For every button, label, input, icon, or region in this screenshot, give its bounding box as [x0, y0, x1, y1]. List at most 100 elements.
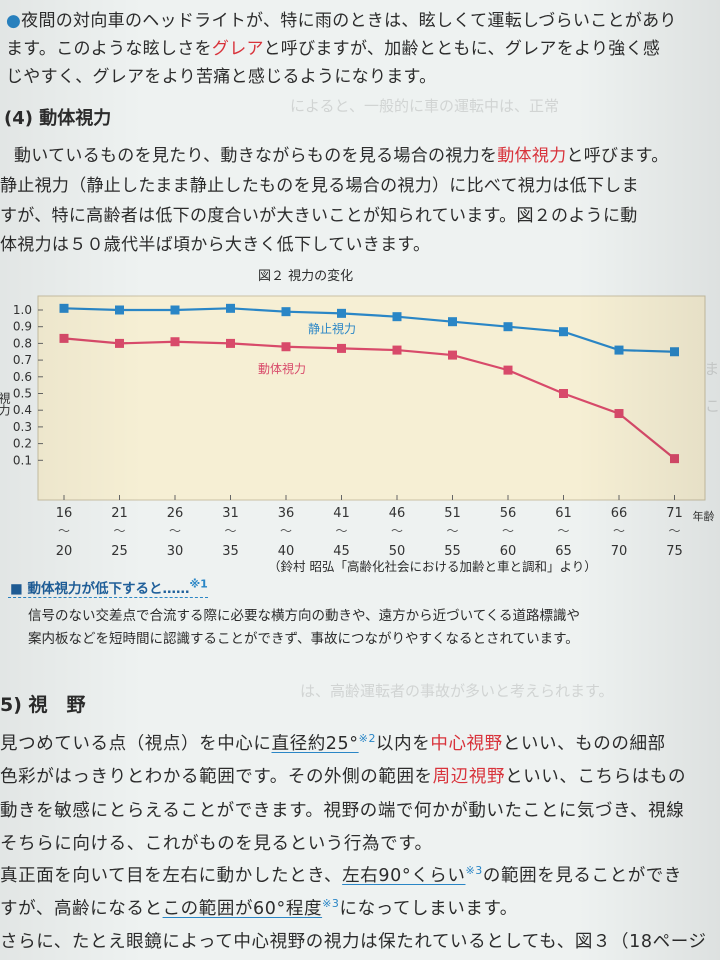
intro-line-1: ●夜間の対向車のヘッドライトが、特に雨のときは、眩しくて運転しづらいことがあり — [6, 6, 677, 31]
x-tick-label-end: 65 — [555, 544, 572, 559]
intro-line-3: じやすく、グレアをより苦痛と感じるようになります。 — [6, 62, 436, 87]
x-tick-label-start: 56 — [500, 506, 517, 521]
x-tick-range-mark: ～ — [169, 524, 181, 538]
section-5-line-2: 色彩がはっきりとわかる範囲です。その外側の範囲を周辺視野といい、こちらはもの — [0, 763, 686, 788]
section-4-line-1: 動いているものを見たり、動きながらものを見る場合の視力を動体視力と呼びます。 — [14, 141, 669, 166]
term-central-vision: 中心視野 — [430, 734, 503, 754]
x-tick-label-start: 16 — [56, 506, 73, 521]
series-line — [63, 337, 676, 460]
text: と呼びます。 — [566, 146, 669, 166]
data-point — [170, 305, 180, 315]
data-point — [559, 327, 568, 337]
data-point — [670, 347, 679, 357]
section-5-line-6: すが、高齢になるとこの範囲が60°程度※3になってしまいます。 — [0, 895, 518, 920]
x-tick-range-mark: ～ — [224, 524, 236, 538]
x-tick-range-mark: ～ — [113, 524, 125, 538]
text: 以内を — [376, 734, 431, 754]
data-point — [226, 303, 235, 313]
data-point — [503, 322, 513, 332]
section-4-heading: (4) 動体視力 — [4, 108, 112, 129]
text: 色彩がはっきりとわかる範囲です。その外側の範囲を — [0, 767, 433, 787]
series-label: 動体視力 — [258, 361, 306, 376]
term-peripheral-vision: 周辺視野 — [432, 767, 506, 787]
data-point — [226, 338, 235, 348]
footnote-mark: ※3 — [322, 897, 340, 911]
text: 見つめている点（視点）を中心に — [0, 734, 272, 754]
bullet-icon: ● — [6, 11, 22, 31]
x-tick-range-mark: ～ — [613, 524, 625, 538]
y-tick-label: 0.3 — [13, 420, 32, 434]
series-line — [63, 307, 675, 353]
x-tick-label-end: 20 — [56, 544, 73, 559]
section-5-line-1: 見つめている点（視点）を中心に直径約25°※2以内を中心視野といい、ものの細部 — [0, 730, 666, 755]
text: の範囲を見ることができ — [482, 866, 683, 886]
x-tick-label-end: 50 — [389, 544, 406, 559]
x-tick-range-mark: ～ — [280, 524, 292, 538]
x-tick-label-end: 70 — [611, 544, 628, 559]
data-point — [448, 317, 457, 327]
term-dynamic-vision: 動体視力 — [497, 146, 567, 166]
emphasis: この範囲が60°程度 — [162, 899, 323, 919]
text: すが、高齢になると — [0, 899, 163, 919]
emphasis: 直径約25° — [271, 734, 359, 754]
section-5-line-3: 動きを敏感にとらえることができます。視野の端で何かが動いたことに気づき、視線 — [0, 801, 685, 821]
data-point — [503, 365, 513, 375]
x-tick-label-end: 30 — [167, 544, 184, 559]
data-point — [59, 303, 69, 313]
footnote-mark: ※2 — [358, 732, 377, 746]
figure-title: 図２ 視力の変化 — [258, 269, 354, 284]
data-point — [614, 409, 624, 419]
y-tick-label: 1.0 — [13, 303, 32, 317]
data-point — [170, 337, 180, 347]
text: ます。このような眩しさを — [6, 39, 212, 59]
x-tick-label-end: 40 — [278, 544, 295, 559]
y-tick-label: 0.5 — [13, 387, 32, 401]
section-5-line-5: 真正面を向いて目を左右に動かしたとき、左右90°くらい※3の範囲を見ることができ — [0, 862, 682, 887]
text: といい、こちらはもの — [505, 767, 687, 787]
x-tick-label-end: 25 — [111, 544, 128, 559]
x-tick-label-end: 35 — [222, 544, 239, 559]
text: 動いているものを見たり、動きながらものを見る場合の視力を — [14, 146, 498, 166]
x-tick-label-start: 36 — [278, 506, 295, 521]
info-box-line-1: 信号のない交差点で合流する際に必要な横方向の動きや、遠方から近づいてくる道路標識… — [28, 608, 581, 624]
data-point — [337, 343, 346, 353]
x-tick-label-start: 61 — [555, 506, 572, 521]
text: 夜間の対向車のヘッドライトが、特に雨のときは、眩しくて運転しづらいことがあり — [21, 11, 677, 31]
x-tick-label-start: 26 — [167, 506, 184, 521]
figure-source: （鈴村 昭弘「高齢化社会における加齢と車と調和」より） — [268, 559, 597, 574]
y-tick-label: 0.7 — [13, 353, 32, 367]
text: ■ 動体視力が低下すると…… — [10, 581, 190, 597]
x-tick-label-start: 46 — [389, 506, 406, 521]
series-label: 静止視力 — [308, 321, 356, 336]
text: といい、ものの細部 — [502, 734, 666, 754]
y-tick-label: 0.4 — [13, 403, 32, 417]
x-tick-label-start: 51 — [444, 506, 461, 521]
data-point — [281, 342, 291, 352]
data-point — [59, 333, 69, 343]
info-box-heading: ■ 動体視力が低下すると……※1 — [10, 577, 208, 598]
x-tick-label-start: 31 — [222, 506, 239, 521]
data-point — [337, 308, 346, 318]
data-point — [559, 389, 568, 398]
y-tick-label: 0.9 — [13, 320, 32, 334]
section-4-line-2: 静止視力（静止したまま静止したものを見る場合の視力）に比べて視力は低下しま — [0, 176, 639, 196]
section-4-line-4: 体視力は５０歳代半ば頃から大きく低下していきます。 — [0, 235, 431, 255]
y-tick-label: 0.8 — [13, 336, 32, 350]
footnote-mark: ※1 — [189, 577, 208, 591]
data-point — [115, 305, 124, 315]
text: 真正面を向いて目を左右に動かしたとき、 — [0, 866, 343, 886]
info-box-line-2: 案内板などを短時間に認識することができず、事故につながりやすくなるとされています… — [28, 631, 579, 647]
section-5-line-7: さらに、たとえ眼鏡によって中心視野の視力は保たれているとしても、図３（18ページ — [0, 932, 707, 952]
show-through-text: によると、一般的に車の運転中は、正常 — [290, 97, 559, 115]
section-4-line-3: すが、特に高齢者は低下の度合いが大きいことが知られています。図２のように動 — [0, 206, 638, 226]
x-tick-range-mark: ～ — [335, 524, 347, 538]
x-tick-range-mark: ～ — [391, 524, 403, 538]
x-tick-range-mark: ～ — [446, 524, 458, 538]
text: じやすく、グレアをより苦痛と感じるようになります。 — [6, 67, 437, 87]
x-tick-label-start: 66 — [611, 506, 628, 521]
x-tick-label-start: 71 — [666, 506, 683, 521]
intro-line-2: ます。このような眩しさをグレアと呼びますが、加齢とともに、グレアをより強く感 — [6, 34, 660, 59]
y-axis-label: 視力 — [0, 391, 11, 417]
y-tick-label: 0.2 — [13, 437, 32, 451]
